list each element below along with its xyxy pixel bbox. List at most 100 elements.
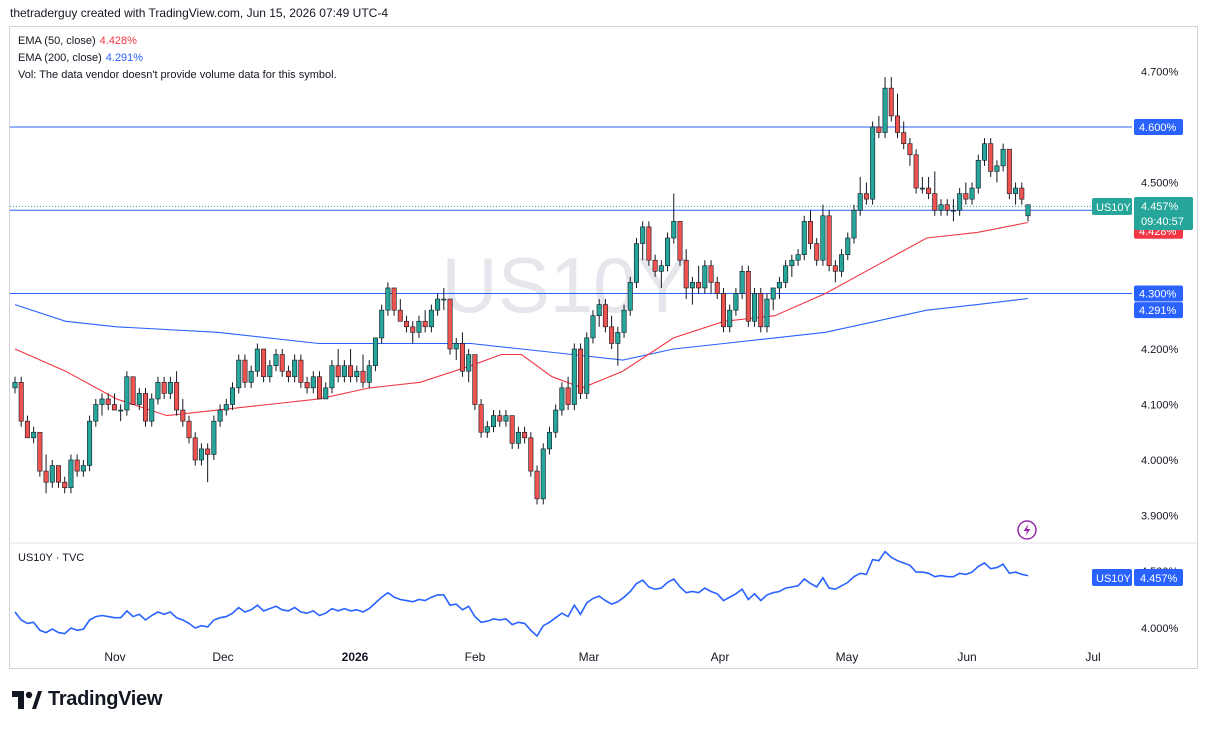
candle (261, 348, 267, 383)
candle (74, 454, 80, 477)
candle (118, 404, 124, 422)
candle (789, 254, 795, 277)
candle-body (571, 348, 577, 405)
candle-body (907, 143, 913, 156)
candle (230, 382, 236, 411)
legend-ema50[interactable]: EMA (50, close) 4.428% (18, 35, 137, 47)
time-tick: Jul (1085, 650, 1100, 664)
candle (149, 393, 155, 427)
time-axis[interactable]: Nov Dec 2026 Feb Mar Apr May Jun Jul (104, 650, 1100, 664)
candle-body (372, 337, 378, 366)
candle-body (888, 87, 894, 117)
candle (484, 421, 490, 438)
candle (807, 210, 813, 250)
candle (341, 360, 347, 383)
candle-body (957, 193, 963, 211)
lower-symbol-badge-bg (1092, 569, 1132, 586)
horizontal-lines[interactable] (10, 126, 1132, 294)
candle-body (385, 287, 391, 311)
candle-body (230, 387, 236, 405)
candle (472, 354, 478, 411)
lower-value-badge-bg (1134, 569, 1183, 586)
candle (1019, 182, 1025, 205)
candle (938, 199, 944, 216)
candle-body (975, 160, 981, 189)
tradingview-logo[interactable]: TradingView (12, 688, 162, 711)
candle (310, 371, 316, 394)
candle (323, 382, 329, 400)
candle (254, 343, 260, 377)
candle (1013, 182, 1019, 205)
candle-body (963, 193, 969, 200)
candle-body (242, 359, 248, 383)
candle-body (459, 343, 465, 372)
candle-body (248, 370, 254, 383)
candle (944, 199, 950, 216)
candle (491, 410, 497, 433)
candle-body (528, 437, 534, 472)
candle-body (882, 87, 888, 133)
candle-body (348, 365, 354, 378)
candles[interactable] (12, 77, 1031, 505)
candle (1006, 148, 1012, 200)
lightning-icon[interactable] (1017, 520, 1037, 540)
candle-body (18, 381, 24, 422)
candle (913, 149, 919, 194)
candle-body (341, 365, 347, 378)
candle (43, 454, 49, 494)
candle (764, 293, 770, 333)
candle-body (733, 293, 739, 311)
ema200-line[interactable] (14, 297, 1029, 361)
candle (360, 354, 366, 388)
candle (665, 232, 671, 272)
candle (37, 431, 43, 477)
candle (87, 415, 93, 472)
candle-body (522, 431, 528, 439)
time-tick: Mar (579, 650, 600, 664)
candle (820, 204, 826, 266)
candle-body (590, 315, 596, 339)
candle (870, 121, 876, 205)
candle-body (534, 470, 540, 500)
legend-ema200[interactable]: EMA (200, close) 4.291% (18, 52, 143, 64)
candle-body (87, 420, 93, 466)
candle-body (795, 254, 801, 261)
candle-body (491, 415, 497, 428)
candle-body (839, 254, 845, 272)
candle (708, 260, 714, 294)
candle-body (807, 221, 813, 244)
candle-body (950, 209, 956, 212)
candle-body (969, 187, 975, 200)
candle-body (217, 409, 223, 422)
candle-body (615, 332, 621, 344)
candle-body (801, 221, 807, 255)
candle-body (161, 381, 167, 394)
ema50-line[interactable] (14, 221, 1029, 417)
candle (335, 349, 341, 383)
candle-body (211, 420, 217, 455)
candle (609, 315, 615, 349)
last-price-value: 4.457% (1141, 201, 1179, 213)
candle-body (640, 226, 646, 244)
candle-body (310, 376, 316, 389)
candle-body (149, 398, 155, 422)
candle (826, 210, 832, 272)
candle-body (447, 298, 453, 350)
candle-body (702, 265, 708, 289)
candle-body (360, 370, 366, 383)
price-tick: 4.500% (1141, 178, 1179, 190)
price-axis[interactable]: 4.700% 4.500% 4.200% 4.100% 4.000% 3.900% 4.60… (1092, 67, 1193, 523)
candle (285, 365, 291, 383)
candle (298, 354, 304, 388)
candle (975, 154, 981, 194)
candle-body (428, 309, 434, 328)
candle-body (441, 298, 447, 301)
candle (459, 332, 465, 377)
candle (546, 426, 552, 455)
candle (223, 398, 229, 416)
candle (304, 376, 310, 394)
candle-body (503, 415, 509, 422)
candle-body (167, 381, 173, 394)
